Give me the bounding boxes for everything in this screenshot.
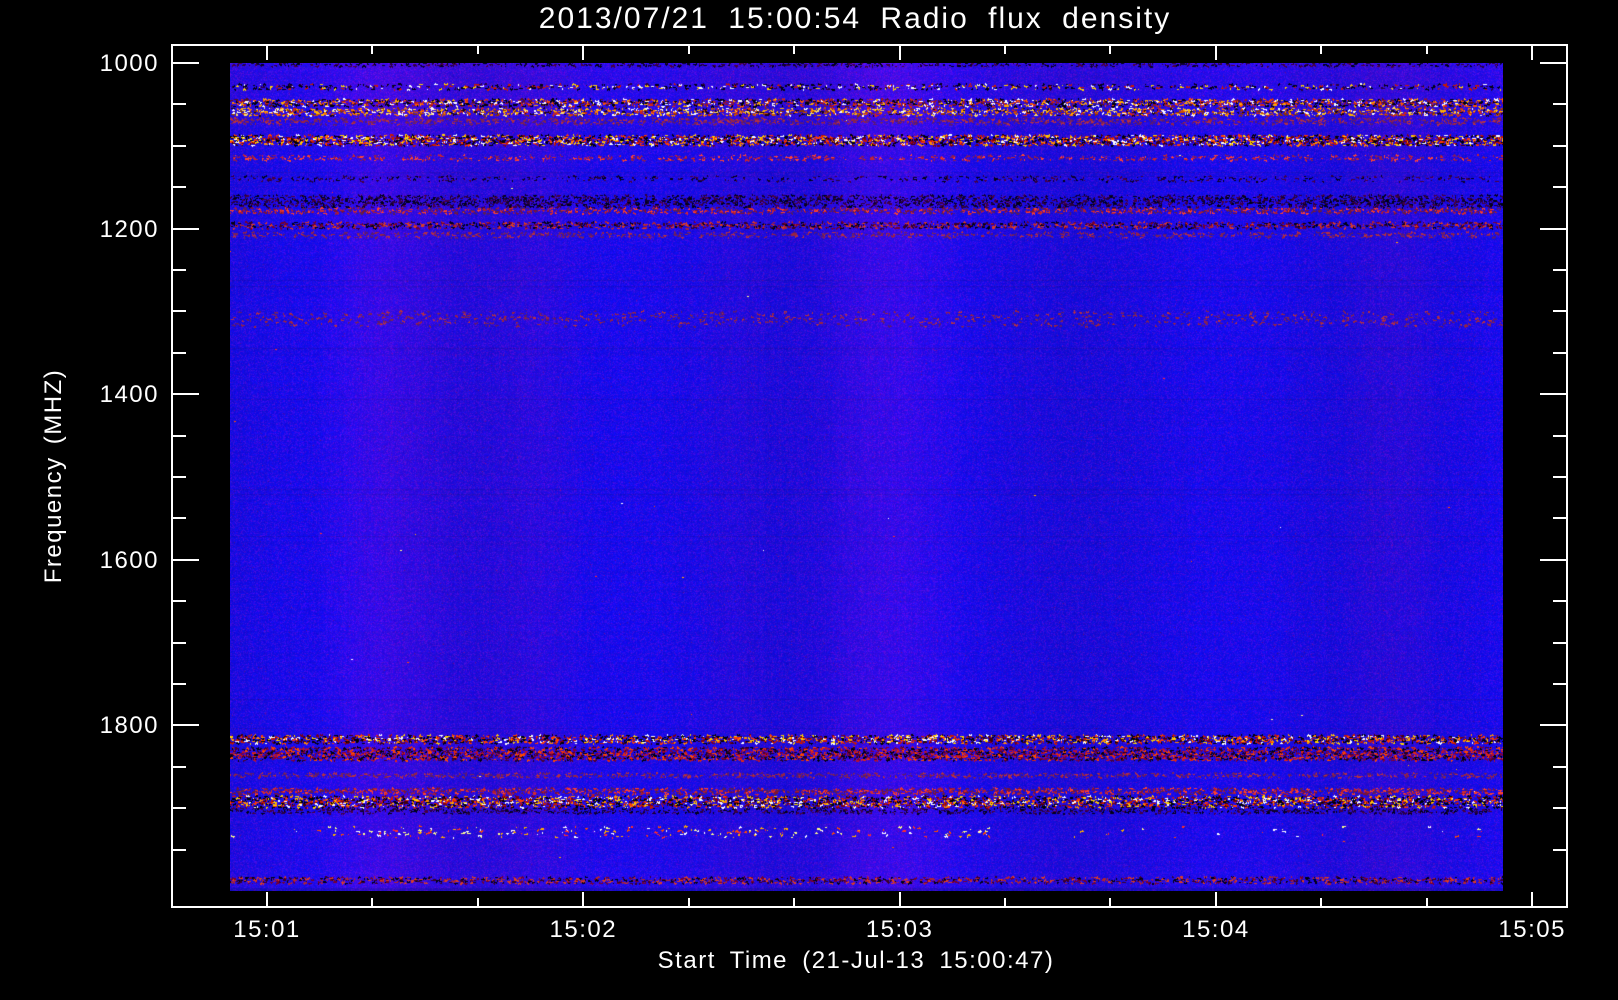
y-minor-tick-right (1553, 434, 1566, 437)
y-minor-tick-right (1553, 683, 1566, 685)
x-minor-tick (1425, 898, 1428, 906)
y-minor-tick (173, 310, 186, 313)
y-minor-tick-right (1553, 186, 1566, 189)
y-minor-tick (173, 186, 186, 189)
x-minor-tick (371, 898, 374, 906)
y-minor-tick-right (1553, 807, 1566, 810)
y-minor-tick (173, 434, 186, 437)
x-minor-tick-top (687, 46, 690, 54)
y-minor-tick (173, 269, 186, 271)
y-minor-tick-right (1553, 641, 1566, 644)
y-minor-tick (173, 600, 186, 603)
x-major-tick-top (1214, 46, 1217, 60)
y-minor-tick (173, 807, 186, 810)
y-minor-tick-right (1553, 600, 1566, 603)
y-minor-tick-right (1553, 517, 1566, 520)
y-major-tick-right (1540, 724, 1566, 727)
y-minor-tick (173, 765, 186, 768)
x-minor-tick (1109, 898, 1112, 906)
y-minor-tick (173, 476, 186, 478)
y-major-tick (173, 724, 199, 727)
x-major-tick (582, 892, 585, 906)
x-minor-tick-top (793, 46, 796, 54)
y-tick-label: 1800 (99, 712, 159, 740)
x-minor-tick (1004, 898, 1007, 906)
x-major-tick (1531, 892, 1534, 906)
y-major-tick-right (1540, 558, 1566, 561)
y-major-tick (173, 62, 199, 64)
x-minor-tick-top (1004, 46, 1007, 54)
x-minor-tick-top (1320, 46, 1323, 54)
x-minor-tick-top (476, 46, 479, 54)
y-minor-tick (173, 517, 186, 520)
y-minor-tick-right (1553, 848, 1566, 851)
x-major-tick (266, 892, 268, 906)
y-minor-tick (173, 641, 186, 644)
x-major-tick-top (266, 46, 268, 60)
x-tick-label: 15:03 (865, 916, 934, 943)
y-minor-tick-right (1553, 476, 1566, 478)
x-minor-tick-top (1425, 46, 1428, 54)
y-major-tick (173, 393, 199, 396)
y-minor-tick-right (1553, 144, 1566, 147)
x-major-tick-top (1531, 46, 1534, 60)
y-minor-tick-right (1553, 310, 1566, 313)
y-minor-tick-right (1553, 351, 1566, 354)
y-major-tick (173, 558, 199, 561)
y-major-tick-right (1540, 227, 1566, 230)
x-minor-tick-top (371, 46, 374, 54)
y-minor-tick (173, 848, 186, 851)
x-major-tick (898, 892, 901, 906)
x-major-tick-top (898, 46, 901, 60)
plot-frame (171, 44, 1568, 908)
x-tick-label: 15:01 (233, 916, 301, 943)
y-tick-label: 1600 (99, 546, 159, 574)
y-minor-tick-right (1553, 269, 1566, 271)
x-axis-label: Start Time (21-Jul-13 15:00:47) (657, 947, 1055, 974)
y-tick-label: 1200 (99, 215, 159, 243)
y-tick-label: 1400 (99, 381, 159, 409)
chart-title: 2013/07/21 15:00:54 Radio flux density (538, 2, 1172, 35)
y-major-tick-right (1540, 393, 1566, 396)
spectrogram-image (230, 63, 1503, 891)
y-minor-tick-right (1553, 103, 1566, 106)
x-tick-label: 15:05 (1498, 916, 1566, 943)
x-tick-label: 15:04 (1182, 916, 1250, 943)
y-major-tick-right (1540, 62, 1566, 64)
x-major-tick-top (582, 46, 585, 60)
x-minor-tick (476, 898, 479, 906)
y-minor-tick (173, 103, 186, 106)
y-major-tick (173, 227, 199, 230)
x-minor-tick-top (1109, 46, 1112, 54)
y-minor-tick (173, 351, 186, 354)
y-minor-tick-right (1553, 765, 1566, 768)
x-minor-tick (1320, 898, 1323, 906)
x-minor-tick (793, 898, 796, 906)
y-minor-tick (173, 683, 186, 685)
y-minor-tick (173, 144, 186, 147)
y-axis-label: Frequency (MHZ) (40, 368, 67, 584)
x-minor-tick (687, 898, 690, 906)
x-major-tick (1214, 892, 1217, 906)
x-tick-label: 15:02 (549, 916, 618, 943)
y-tick-label: 1000 (99, 50, 159, 77)
